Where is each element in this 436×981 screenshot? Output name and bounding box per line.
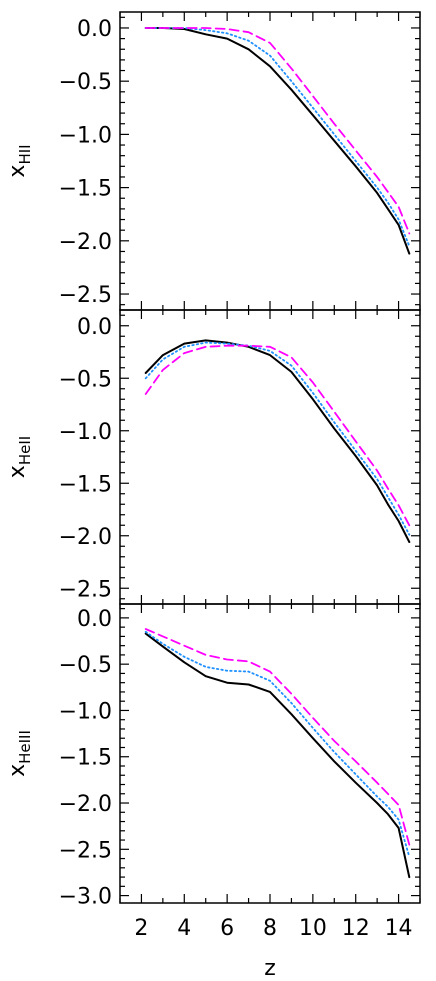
y-tick-label: −2.0 — [59, 230, 112, 255]
x-tick-label: 2 — [134, 916, 148, 941]
y-tick-label: 0.0 — [77, 607, 112, 632]
x-axis-label: z — [264, 956, 276, 981]
y-tick-label: −2.0 — [59, 525, 112, 550]
series-line-solid — [144, 27, 411, 255]
y-tick-label: −0.5 — [59, 70, 112, 95]
y-tick-label: −2.0 — [59, 792, 112, 817]
series-line-solid — [144, 339, 411, 543]
y-tick-label: −2.5 — [59, 577, 112, 602]
series-line-dashed — [144, 27, 411, 235]
y-tick-label: −1.0 — [59, 420, 112, 445]
x-tick-label: 4 — [177, 916, 191, 941]
series-line-dotted — [144, 341, 411, 536]
series-line-dashed — [144, 628, 411, 846]
panel-2: 0.0 −0.5 −1.0 −1.5 −2.0 −2.5 xHeII — [5, 309, 421, 605]
y-axis-label: xHeII — [5, 436, 34, 478]
y-tick-label: −1.0 — [59, 123, 112, 148]
y-axis-label: xHII — [5, 144, 34, 177]
y-tick-label: −3.0 — [59, 885, 112, 910]
y-axis-label: xHeIII — [5, 730, 34, 777]
x-tick-label: 12 — [342, 916, 370, 941]
x-tick-label: 14 — [385, 916, 413, 941]
y-tick-label: −2.5 — [59, 283, 112, 308]
series-line-solid — [144, 632, 411, 879]
series-line-dashed — [144, 344, 411, 527]
series-line-dotted — [144, 630, 411, 858]
y-tick-label: −1.5 — [59, 177, 112, 202]
y-tick-label: 0.0 — [77, 315, 112, 340]
y-tick-label: −1.5 — [59, 472, 112, 497]
panel-3: 0.0 −0.5 −1.0 −1.5 −2.0 −2.5 −3.0 xHeIII — [5, 603, 421, 910]
x-tick-label: 8 — [263, 916, 277, 941]
x-tick-label: 6 — [220, 916, 234, 941]
y-tick-label: −0.5 — [59, 367, 112, 392]
x-tick-label: 10 — [299, 916, 327, 941]
y-tick-label: −2.5 — [59, 838, 112, 863]
panel-1: 0.0 −0.5 −1.0 −1.5 −2.0 −2.5 xHII — [5, 11, 421, 311]
series-line-dotted — [144, 27, 411, 248]
y-tick-label: −0.5 — [59, 653, 112, 678]
y-tick-label: 0.0 — [77, 17, 112, 42]
y-tick-label: −1.0 — [59, 699, 112, 724]
y-tick-label: −1.5 — [59, 746, 112, 771]
